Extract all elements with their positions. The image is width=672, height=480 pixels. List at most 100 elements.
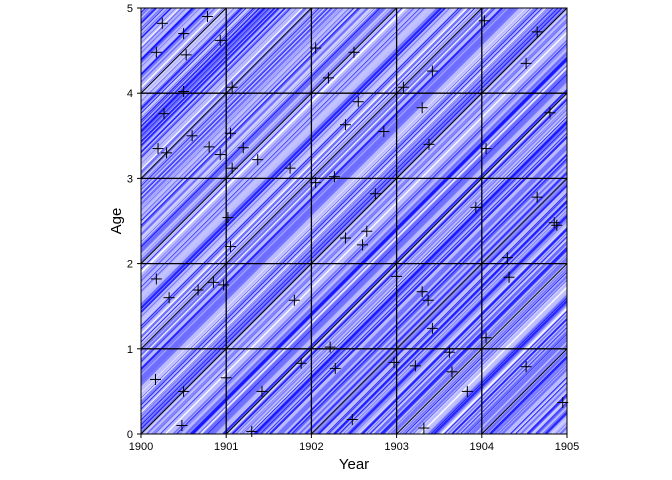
lifeline [141, 8, 164, 31]
lifeline [177, 44, 567, 434]
lifeline [451, 317, 567, 434]
data-point-plus [416, 286, 428, 298]
lifeline [141, 8, 411, 279]
data-point-plus [186, 130, 198, 142]
data-point-plus [352, 96, 364, 108]
data-point-plus [324, 341, 336, 353]
lifeline [141, 8, 544, 412]
data-point-plus [150, 273, 162, 285]
lifeline [141, 8, 420, 288]
lifeline [180, 46, 567, 434]
lifeline [141, 8, 245, 112]
lifeline [249, 116, 567, 434]
lifeline [174, 41, 567, 434]
lifeline [338, 205, 567, 434]
lifeline [319, 185, 567, 434]
lifeline [141, 8, 461, 328]
data-point-plus [201, 11, 213, 23]
lifeline [209, 76, 567, 434]
x-tick-label: 1901 [214, 441, 238, 453]
lifeline [141, 8, 419, 287]
lifeline [141, 8, 316, 184]
lifeline [208, 74, 567, 434]
lifeline [277, 143, 567, 434]
lifeline [141, 8, 317, 185]
data-point-plus [203, 141, 215, 153]
data-point-plus [256, 385, 268, 397]
lifeline [186, 52, 567, 434]
lifeline [141, 8, 374, 241]
lifeline [148, 14, 567, 434]
data-point-plus [480, 143, 492, 155]
lifeline [252, 119, 567, 434]
lifeline [141, 8, 567, 434]
lifeline [141, 8, 545, 413]
lifeline [141, 8, 523, 390]
lifeline [141, 8, 424, 292]
lifeline [141, 8, 381, 249]
lifeline [402, 268, 567, 434]
lifeline [141, 8, 522, 389]
lifeline [261, 127, 567, 434]
lifeline [463, 330, 567, 434]
axes: 1900 1901 1902 1903 1904 1905 0 1 2 3 4 5 [127, 3, 579, 453]
lifeline [141, 8, 220, 87]
gridline-diagonal [141, 8, 567, 434]
lifeline [141, 8, 149, 16]
lifeline [141, 8, 241, 109]
lifeline [392, 259, 567, 434]
data-point-plus [548, 217, 560, 229]
x-tick-label: 1902 [299, 441, 323, 453]
lifeline [141, 8, 297, 165]
gridline-diagonal [141, 8, 227, 94]
lifeline [430, 297, 567, 434]
lifeline [141, 8, 371, 238]
lifeline [560, 427, 567, 434]
lifeline [556, 423, 567, 434]
data-point-plus [226, 162, 238, 174]
lifeline [390, 256, 567, 434]
plot-frame [140, 7, 568, 435]
lifeline [141, 8, 536, 403]
data-point-plus [224, 127, 236, 139]
lifeline [361, 227, 567, 434]
lifeline [326, 193, 567, 434]
lifeline [141, 8, 480, 347]
lifeline [369, 236, 567, 434]
x-tick-label: 1904 [470, 441, 494, 453]
lifeline [141, 8, 532, 399]
data-point-plus [422, 294, 434, 306]
lifeline [141, 8, 444, 311]
lifeline [355, 221, 567, 434]
data-point-plus [149, 373, 161, 385]
data-point-plus [346, 414, 358, 426]
lifeline [141, 8, 408, 276]
lifeline [344, 210, 567, 434]
lifeline [141, 8, 528, 396]
lifeline [552, 418, 567, 434]
lifeline [254, 121, 567, 434]
data-point-plus [163, 292, 175, 304]
lifeline [141, 8, 496, 364]
lifeline [141, 8, 376, 243]
lifelines [141, 8, 567, 434]
data-point-plus [426, 65, 438, 77]
lifeline [145, 11, 567, 434]
lifeline [141, 8, 415, 283]
lifeline [141, 8, 236, 103]
data-point-plus [531, 191, 543, 203]
lifeline [461, 327, 567, 434]
lifeline [141, 8, 324, 192]
lifeline [141, 8, 238, 106]
lifeline [269, 135, 567, 434]
lifeline [141, 8, 410, 277]
lifeline [264, 131, 567, 434]
gridline-diagonal [396, 262, 567, 434]
data-point-plus [180, 49, 192, 61]
data-point-plus [322, 72, 334, 84]
lifeline [491, 358, 567, 434]
lifeline [141, 8, 328, 196]
lifeline [198, 64, 567, 434]
lifeline [141, 8, 508, 376]
lifeline [141, 8, 311, 178]
